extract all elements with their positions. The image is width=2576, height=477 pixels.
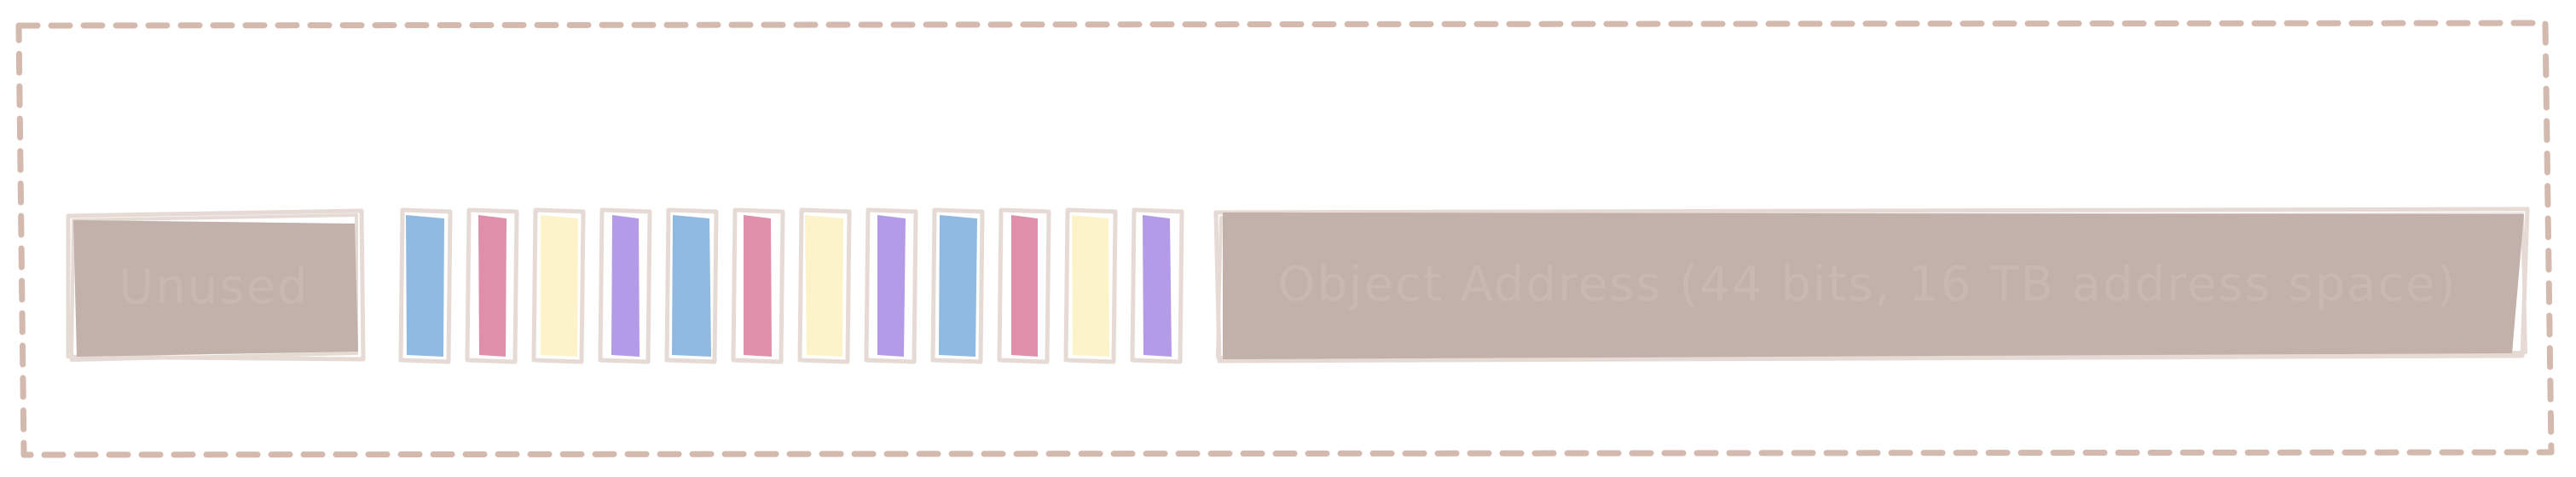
flag-bit-outline [997,207,1051,364]
flag-bit-fill [939,215,977,357]
flag-bit-11 [1063,207,1118,364]
unused-block-sketch-outline [66,208,366,362]
unused-block-fill [73,220,358,357]
flag-bit-outline [864,207,918,364]
flag-bit-12 [1130,207,1184,364]
flag-bit-2 [465,207,519,364]
flag-bit-8 [864,207,918,364]
unused-block-sketch-outline-2 [70,213,358,362]
flag-bit-outline [797,207,852,364]
flag-bit-5 [664,207,719,364]
flag-bit-fill [744,215,772,357]
flag-bit-1 [398,207,453,364]
unused-block: Unused [66,208,366,362]
flag-bit-fill [1143,215,1172,357]
flag-bit-6 [731,207,785,364]
flag-bits-group [398,207,1184,364]
flag-bit-fill [1011,215,1038,357]
unused-label: Unused [119,259,309,315]
flag-bit-fill [805,215,843,357]
flag-bit-10 [997,207,1051,364]
flag-bit-7 [797,207,852,364]
flag-bit-fill [478,215,507,357]
flag-bit-outline [664,207,719,364]
object-address-label: Object Address (44 bits, 16 TB address s… [1277,257,2457,312]
flag-bit-fill [406,215,444,357]
flag-bit-3 [531,207,586,364]
object-address-block-fill [1223,212,2524,359]
flag-bit-fill [1072,215,1109,357]
flag-bit-fill [611,215,640,357]
flag-bit-outline [1063,207,1118,364]
flag-bit-outline [1130,207,1184,364]
flag-bit-fill [877,215,906,357]
flag-bit-4 [598,207,652,364]
flag-bit-outline [465,207,519,364]
dashed-frame [15,20,2555,458]
flag-bit-fill [541,215,578,357]
flag-bit-fill [672,215,711,357]
flag-bit-outline [598,207,652,364]
flag-bit-outline [930,207,985,364]
object-address-block: Object Address (44 bits, 16 TB address s… [1213,207,2530,364]
flag-bit-outline [531,207,586,364]
flag-bit-9 [930,207,985,364]
flag-bit-outline [398,207,453,364]
flag-bit-outline [731,207,785,364]
